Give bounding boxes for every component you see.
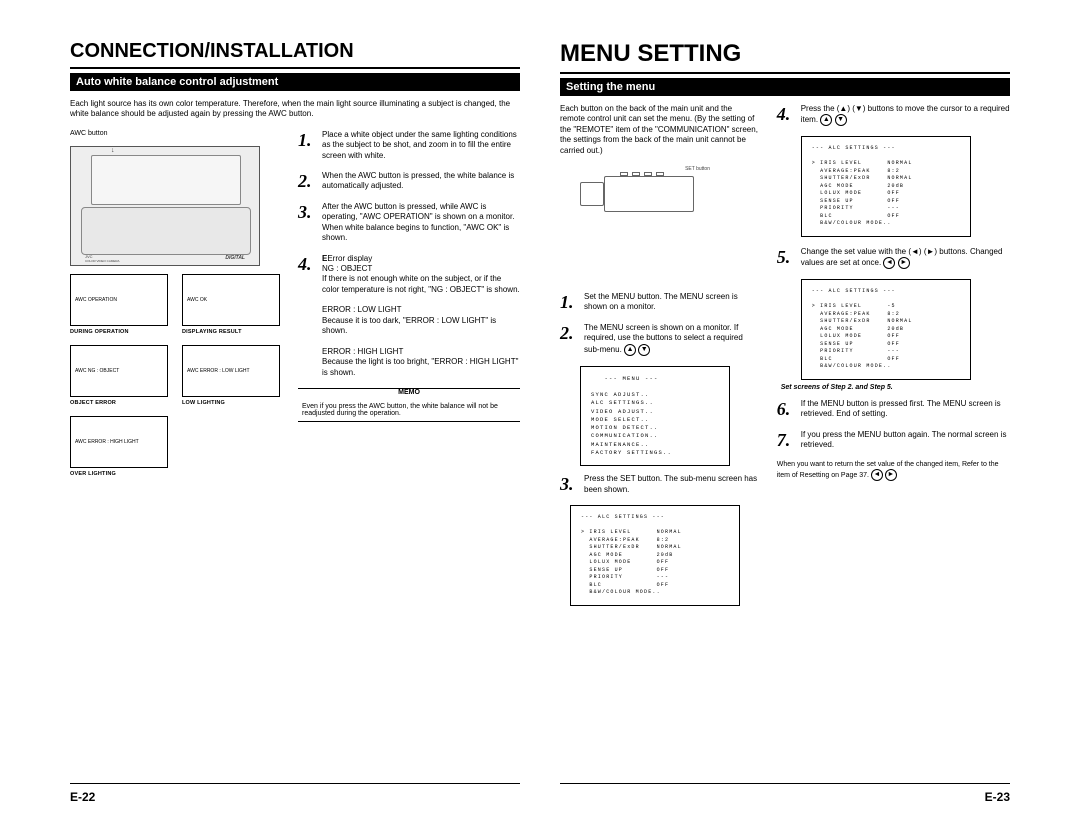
intro-right: Each button on the back of the main unit… (560, 104, 759, 156)
camera-illustration: ↓ JVC COLOR VIDEO CAMERA DIGITAL (70, 146, 260, 266)
up-icon: ▲ (624, 344, 636, 356)
step-2: When the AWC button is pressed, the whit… (322, 171, 520, 192)
rstep-2: The MENU screen is shown on a monitor. I… (584, 323, 759, 356)
screen-grid: AWC OPERATION DURING OPERATION AWC OK DI… (70, 274, 280, 477)
page-title-left: CONNECTION/INSTALLATION (70, 40, 520, 69)
screen-object-error: AWC NG : OBJECT (70, 345, 168, 397)
step-1: Place a white object under the same ligh… (322, 130, 520, 161)
rstep-3: Press the SET button. The sub-menu scree… (584, 474, 759, 495)
down-icon-2: ▼ (835, 114, 847, 126)
memo-box: MEMO Even if you press the AWC button, t… (298, 388, 520, 422)
reset-note: When you want to return the set value of… (777, 461, 1010, 481)
screen-result: AWC OK (182, 274, 280, 326)
rstep-7: If you press the MENU button again. The … (801, 430, 1010, 451)
up-icon-2: ▲ (820, 114, 832, 126)
menu-main-screen: --- MENU --- SYNC ADJUST.. ALC SETTINGS.… (580, 366, 730, 467)
screens-caption: Set screens of Step 2. and Step 5. (781, 384, 1010, 391)
alc-screen-1: --- ALC SETTINGS --- > IRIS LEVEL NORMAL… (801, 136, 971, 237)
page-number-right: E-23 (560, 783, 1010, 804)
step-3: After the AWC button is pressed, while A… (322, 202, 520, 244)
screen-over-light: AWC ERROR : HIGH LIGHT (70, 416, 168, 468)
left-icon-2: ◄ (871, 469, 883, 481)
right-icon-2: ► (885, 469, 897, 481)
alc-screen-3: --- ALC SETTINGS --- > IRIS LEVEL NORMAL… (570, 505, 740, 606)
page-number-left: E-22 (70, 783, 520, 804)
intro-left: Each light source has its own color temp… (70, 99, 520, 120)
page-title-right: MENU SETTING (560, 40, 1010, 74)
alc-screen-2: --- ALC SETTINGS --- > IRIS LEVEL -5 AVE… (801, 279, 971, 380)
left-icon: ◄ (883, 257, 895, 269)
rstep-1: Set the MENU button. The MENU screen is … (584, 292, 759, 313)
step-4: EError display NG : OBJECT If there is n… (322, 254, 520, 379)
right-icon: ► (898, 257, 910, 269)
camera-back-illustration: SET button (560, 166, 710, 226)
down-icon: ▼ (638, 344, 650, 356)
screen-low-light: AWC ERROR : LOW LIGHT (182, 345, 280, 397)
awc-label: AWC button (70, 130, 280, 138)
section-bar-left: Auto white balance control adjustment (70, 73, 520, 91)
rstep-5: Change the set value with the (◄) (►) bu… (801, 247, 1010, 269)
section-bar-right: Setting the menu (560, 78, 1010, 96)
rstep-4: Press the (▲) (▼) buttons to move the cu… (801, 104, 1010, 126)
screen-during-operation: AWC OPERATION (70, 274, 168, 326)
rstep-6: If the MENU button is pressed first. The… (801, 399, 1010, 420)
